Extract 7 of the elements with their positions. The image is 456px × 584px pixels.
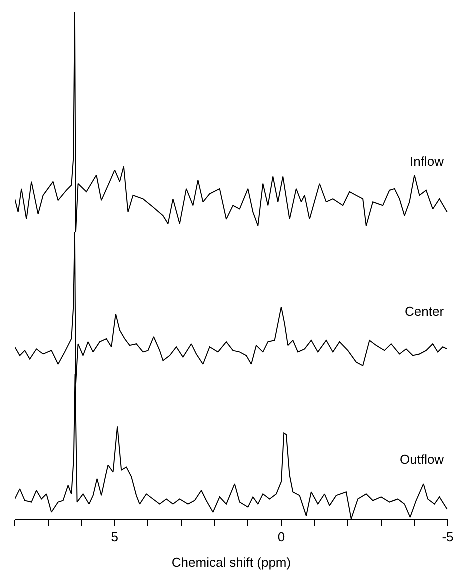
series-label: Outflow [400, 452, 445, 467]
series-label: Inflow [410, 154, 445, 169]
x-tick-label: -5 [442, 530, 454, 545]
x-tick-label: 0 [278, 530, 286, 545]
x-axis-title: Chemical shift (ppm) [172, 555, 292, 570]
x-tick-label: 5 [111, 530, 119, 545]
text: Center [405, 304, 445, 319]
